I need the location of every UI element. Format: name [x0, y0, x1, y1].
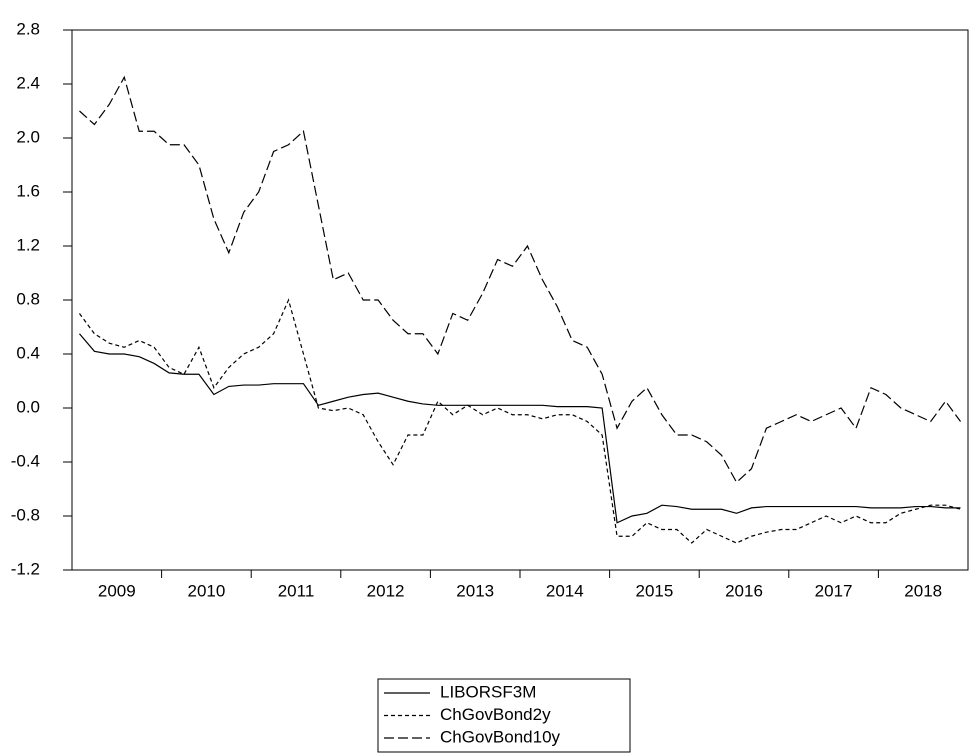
y-tick-label: 1.2 — [16, 235, 40, 254]
y-tick-label: -1.2 — [11, 559, 40, 578]
x-tick-label: 2010 — [187, 581, 225, 600]
plot-frame — [71, 29, 969, 571]
y-tick-label: 1.6 — [16, 181, 40, 200]
x-tick-label: 2018 — [904, 581, 942, 600]
y-tick-label: -0.4 — [11, 451, 40, 470]
x-tick-label: 2013 — [456, 581, 494, 600]
legend-label: ChGovBond2y — [440, 705, 551, 724]
legend-label: ChGovBond10y — [440, 727, 561, 746]
x-tick-label: 2016 — [725, 581, 763, 600]
y-tick-label: 2.0 — [16, 127, 40, 146]
y-tick-label: 0.8 — [16, 289, 40, 308]
series-line — [79, 75, 962, 484]
y-tick-label: 0.0 — [16, 397, 40, 416]
legend-label: LIBORSF3M — [440, 682, 536, 701]
x-tick-label: 2012 — [367, 581, 405, 600]
y-tick-label: 2.4 — [16, 73, 40, 92]
series-line — [78, 298, 961, 544]
y-tick-label: 0.4 — [16, 343, 40, 362]
x-tick-label: 2017 — [815, 581, 853, 600]
y-tick-label: 2.8 — [16, 19, 40, 38]
y-tick-label: -0.8 — [11, 505, 40, 524]
x-tick-label: 2011 — [278, 581, 315, 600]
x-tick-label: 2015 — [635, 581, 673, 600]
x-tick-label: 2014 — [546, 581, 584, 600]
x-tick-label: 2009 — [98, 581, 136, 600]
series-line — [79, 333, 961, 524]
